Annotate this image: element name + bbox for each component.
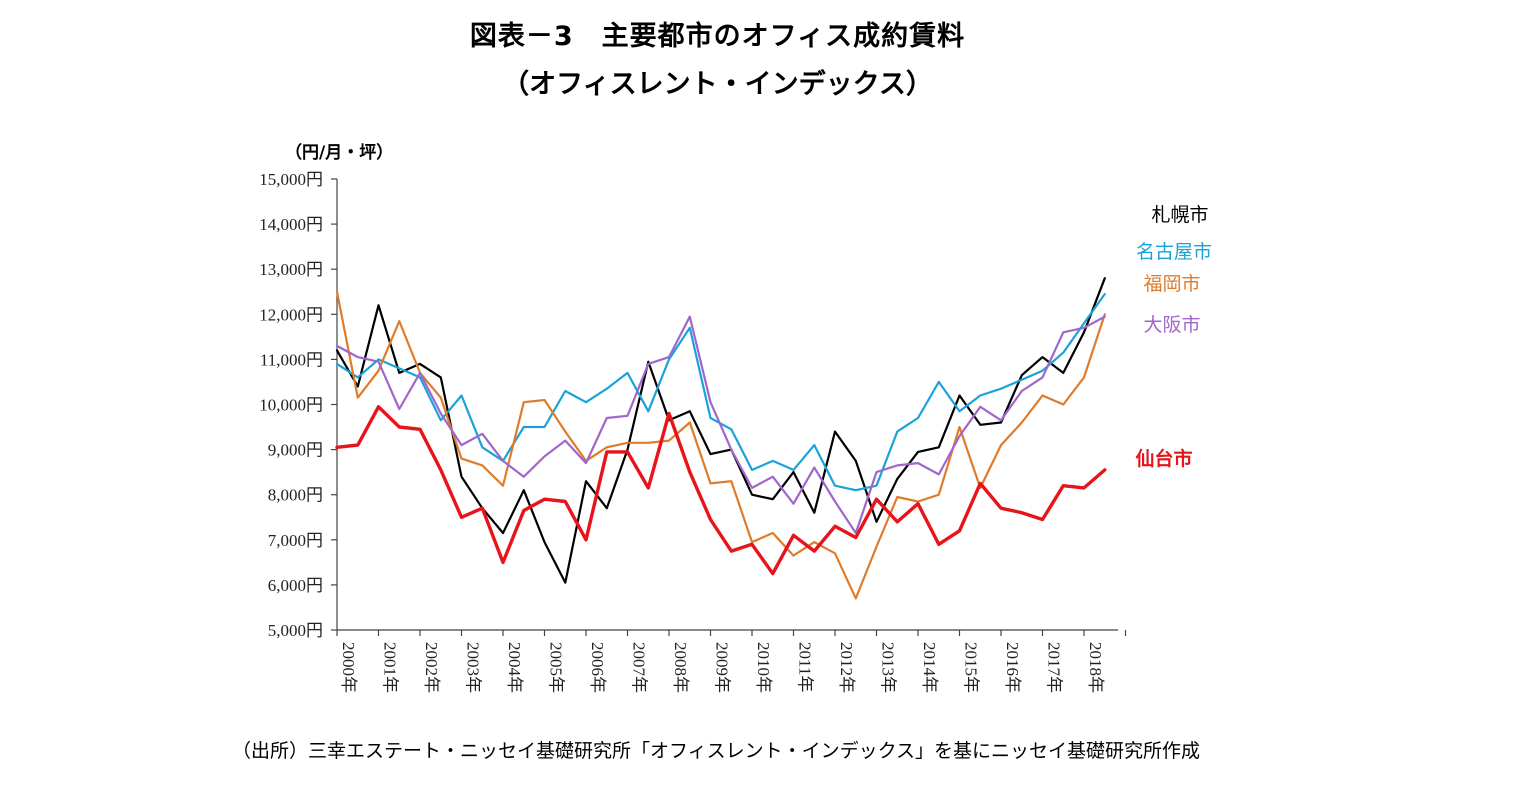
series-line-4 xyxy=(335,405,1107,576)
x-tick-label: 2002年 xyxy=(422,642,441,693)
x-tick-label: 2000年 xyxy=(339,642,358,693)
x-tick-label: 2007年 xyxy=(630,642,649,693)
x-tick-label: 2006年 xyxy=(588,642,607,693)
x-tick-label: 2013年 xyxy=(879,642,898,693)
y-tick-label: 7,000円 xyxy=(268,531,323,550)
series-line-1 xyxy=(335,292,1106,492)
y-tick-label: 9,000円 xyxy=(268,441,323,460)
y-tick-label: 13,000円 xyxy=(259,260,323,279)
x-tick-label: 2005年 xyxy=(547,642,566,693)
series-line-0 xyxy=(335,277,1106,584)
x-tick-label: 2015年 xyxy=(962,642,981,693)
x-tick-label: 2008年 xyxy=(671,642,690,693)
chart-title: 図表－3 主要都市のオフィス成約賃料 xyxy=(469,21,966,52)
x-tick-label: 2017年 xyxy=(1045,642,1064,693)
y-tick-label: 14,000円 xyxy=(259,215,323,234)
legend-label-4: 仙台市 xyxy=(1135,447,1192,470)
x-tick-label: 2003年 xyxy=(464,642,483,693)
x-tick-label: 2004年 xyxy=(505,642,524,693)
series-line-2 xyxy=(335,290,1106,600)
x-tick-label: 2018年 xyxy=(1086,642,1105,693)
x-tick-label: 2012年 xyxy=(837,642,856,693)
x-tick-label: 2011年 xyxy=(796,642,815,692)
y-tick-label: 11,000円 xyxy=(260,350,323,369)
chart-subtitle: （オフィスレント・インデックス） xyxy=(502,69,933,100)
y-tick-label: 6,000円 xyxy=(268,576,323,595)
legend-label-0: 札幌市 xyxy=(1151,204,1208,226)
y-tick-label: 8,000円 xyxy=(268,486,323,505)
x-tick-label: 2016年 xyxy=(1003,642,1022,693)
x-tick-label: 2009年 xyxy=(713,642,732,693)
y-tick-label: 5,000円 xyxy=(268,621,323,640)
y-axis-unit-label: （円/月・坪） xyxy=(285,143,394,163)
series-line-3 xyxy=(335,315,1106,535)
legend-label-1: 名古屋市 xyxy=(1136,241,1212,263)
x-tick-label: 2010年 xyxy=(754,642,773,693)
y-tick-label: 10,000円 xyxy=(259,396,323,415)
legend-label-3: 大阪市 xyxy=(1143,314,1200,336)
y-tick-label: 15,000円 xyxy=(259,170,323,189)
x-tick-label: 2001年 xyxy=(381,642,400,693)
source-note: （出所）三幸エステート・ニッセイ基礎研究所「オフィスレント・インデックス」を基に… xyxy=(232,740,1201,762)
x-tick-label: 2014年 xyxy=(920,642,939,693)
y-tick-label: 12,000円 xyxy=(259,305,323,324)
legend-label-2: 福岡市 xyxy=(1143,273,1200,295)
